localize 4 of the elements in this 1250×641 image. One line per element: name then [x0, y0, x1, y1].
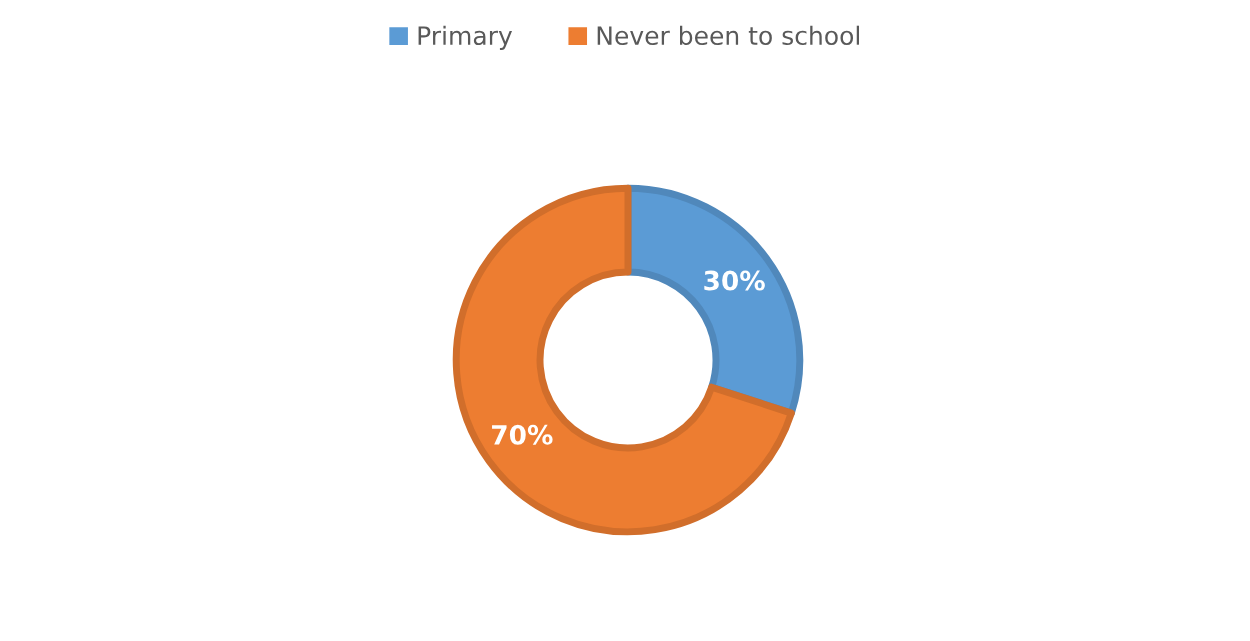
legend-label: Never been to school [597, 25, 859, 46]
legend-label: Primary [418, 25, 513, 50]
data-label: 70% [492, 424, 553, 445]
data-label: 30% [704, 270, 765, 291]
